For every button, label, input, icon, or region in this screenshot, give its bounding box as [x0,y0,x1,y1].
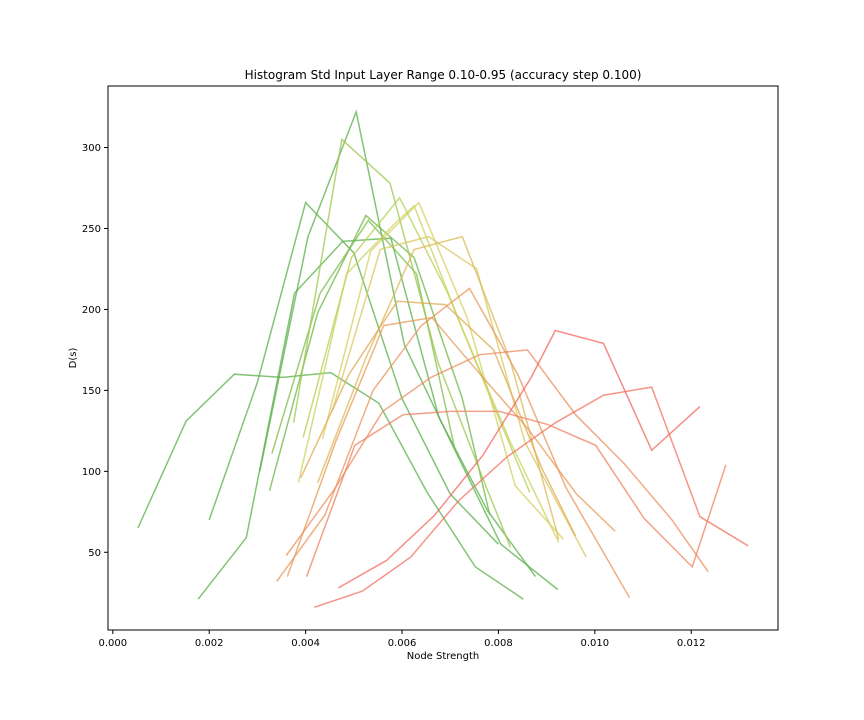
series-line-2 [208,201,499,545]
series-line-9 [297,204,560,543]
plot-frame [107,85,779,631]
series-line-15 [276,287,631,598]
series-line-10 [321,201,565,540]
y-axis-label: D(s) [68,348,79,369]
x-tick-label: 0.004 [291,638,320,649]
y-tick-label: 200 [82,305,101,316]
x-tick-label: 0.006 [388,638,417,649]
series-line-13 [300,300,577,537]
series-line-12 [317,235,560,540]
series-line-4 [259,109,559,591]
x-axis-label: Node Strength [407,651,480,662]
series-line-17 [305,410,727,577]
y-tick-label: 250 [82,224,101,235]
x-tick-label: 0.000 [98,638,127,649]
series-line-7 [292,137,512,548]
series-line-16 [285,349,709,573]
x-tick-label: 0.010 [581,638,610,649]
series-line-19 [338,329,701,589]
y-tick-label: 150 [82,386,101,397]
x-axis-ticks: 0.000 0.002 0.004 0.006 0.008 0.010 0.012 [98,630,706,649]
y-axis-ticks: 50 100 150 200 250 300 [82,143,108,559]
chart-title: Histogram Std Input Layer Range 0.10-0.9… [245,68,642,82]
series-line-14 [286,316,616,577]
y-tick-label: 300 [82,143,101,154]
series-line-18 [314,386,749,609]
series-line-3 [197,237,537,600]
plot-lines [137,109,749,609]
series-line-5 [268,214,491,516]
y-tick-label: 100 [82,467,101,478]
x-tick-label: 0.012 [677,638,706,649]
y-tick-label: 50 [88,548,101,559]
series-line-1 [137,371,524,600]
x-tick-label: 0.002 [195,638,224,649]
x-tick-label: 0.008 [484,638,513,649]
series-line-11 [331,235,587,558]
